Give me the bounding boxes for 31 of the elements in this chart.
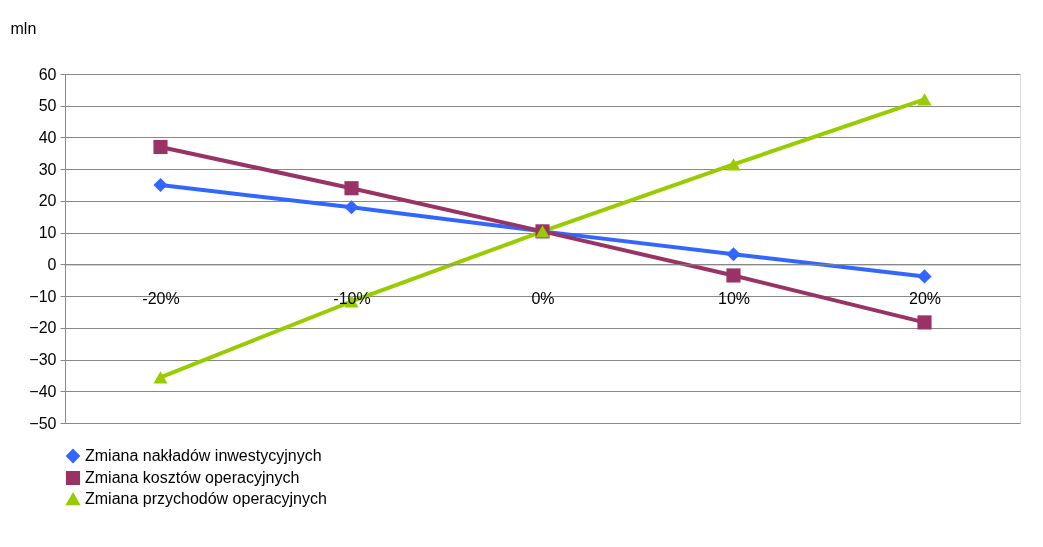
x-tick-label: 20% <box>908 289 942 307</box>
x-tick-label: 0% <box>531 289 555 307</box>
y-tick-label: −10 <box>29 287 57 305</box>
y-tick-label: −50 <box>29 414 57 432</box>
y-tick-label: 10 <box>38 224 57 242</box>
y-tick-label: 40 <box>38 128 57 146</box>
x-tick-label: 10% <box>717 289 751 307</box>
point <box>153 371 168 384</box>
legend-label: Zmiana nakładów inwestycyjnych <box>85 447 322 464</box>
point <box>153 139 168 155</box>
y-tick-label: −30 <box>29 351 57 369</box>
point <box>917 93 932 106</box>
point <box>153 177 168 193</box>
point <box>726 247 741 262</box>
y-tick-label: −20 <box>29 319 57 337</box>
point <box>917 315 932 330</box>
x-tick-label: -20% <box>142 289 180 307</box>
legend-label: Zmiana przychodów operacyjnych <box>85 490 327 507</box>
y-axis-title: mln <box>10 19 37 37</box>
y-tick-label: 30 <box>38 160 57 178</box>
y-tick-label: 0 <box>47 255 57 273</box>
y-tick-label: −40 <box>29 382 57 400</box>
y-tick-label: 50 <box>38 97 57 115</box>
legend-label: Zmiana kosztów operacyjnych <box>85 469 300 486</box>
y-tick-label: 20 <box>38 192 57 210</box>
point <box>726 268 741 283</box>
point <box>344 200 359 215</box>
point <box>344 181 359 196</box>
point <box>726 158 741 171</box>
point <box>917 269 932 284</box>
y-tick-label: 60 <box>38 65 57 83</box>
